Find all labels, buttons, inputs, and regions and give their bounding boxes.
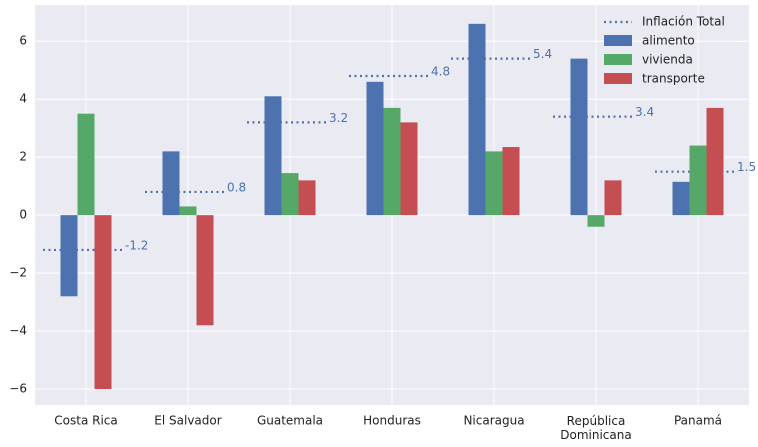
bar [94,215,112,390]
bar [689,145,707,216]
y-tick-label: 2 [19,150,27,164]
bar [485,151,503,216]
bar [60,215,78,297]
bar [400,122,418,216]
bar [672,181,690,216]
x-tick-label: Guatemala [257,414,323,428]
bar [179,206,197,216]
bar [196,215,214,326]
legend-swatch [604,73,632,84]
x-tick-label: República Dominicana [560,414,631,442]
data-label: 1.5 [737,160,756,174]
bar [587,215,605,227]
data-label: -1.2 [125,238,148,252]
y-tick-label: 6 [19,34,27,48]
legend-label: vivienda [642,53,693,67]
bar [502,147,520,216]
legend-swatch [604,54,632,65]
x-tick-label: Honduras [363,414,421,428]
bar [570,58,588,216]
x-tick-label: Panamá [674,414,722,428]
y-tick-label: 4 [19,92,27,106]
y-tick-label: −2 [9,266,27,280]
data-label: 0.8 [227,180,246,194]
data-label: 3.4 [635,105,654,119]
bar [468,23,486,216]
data-label: 3.2 [329,111,348,125]
bar [264,96,282,216]
data-label: 5.4 [533,47,552,61]
legend-label: Inflación Total [642,15,725,29]
data-label: 4.8 [431,65,450,79]
x-tick-label: Costa Rica [54,414,117,428]
x-tick-label: El Salvador [154,414,221,428]
bar [162,151,180,216]
bar [366,81,384,216]
bar [604,180,622,216]
bar [281,173,299,216]
legend-label: transporte [642,72,705,86]
y-tick-label: 0 [19,208,27,222]
legend-swatch [604,35,632,46]
bar [298,180,316,216]
y-tick-label: −4 [9,324,27,338]
y-tick-label: −6 [9,382,27,396]
bar [383,107,401,216]
bar [77,113,95,216]
x-tick-label: Nicaragua [463,414,524,428]
bar [706,107,724,216]
legend-label: alimento [642,34,695,48]
